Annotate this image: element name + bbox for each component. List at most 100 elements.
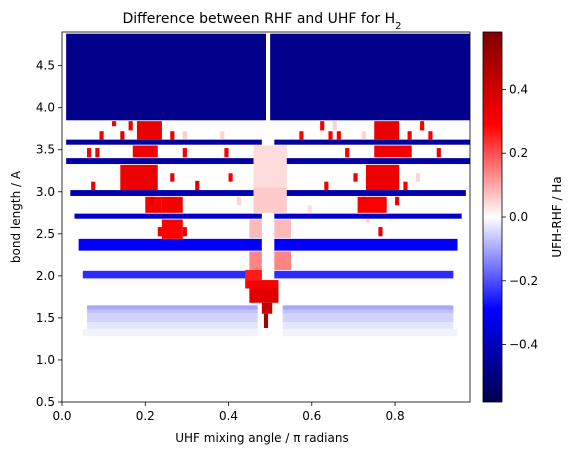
heatmap-cell	[365, 164, 400, 191]
heatmap-cell	[282, 305, 454, 310]
colorbar-tick-label: −0.4	[509, 338, 538, 352]
heatmap-cell	[407, 131, 412, 140]
heatmap-cell	[145, 196, 162, 213]
heatmap-cell	[415, 173, 421, 182]
x-tick-label: 0.0	[52, 409, 71, 423]
heatmap-cell	[161, 196, 183, 213]
heatmap-cell	[236, 196, 242, 206]
heatmap-cell	[395, 196, 400, 206]
heatmap-cell	[120, 131, 125, 140]
x-axis-title: UHF mixing angle / π radians	[175, 431, 348, 445]
heatmap-cell	[282, 328, 458, 337]
heatmap-cell	[282, 313, 454, 323]
heatmap-cell	[403, 181, 408, 191]
heatmap-cell	[74, 213, 262, 219]
heatmap-cell	[345, 148, 350, 158]
heatmap-cell	[328, 131, 333, 140]
heatmap-cell	[95, 148, 100, 158]
heatmap-cell	[99, 131, 104, 140]
heatmap-cell	[299, 131, 304, 140]
colorbar-tick-label: 0.2	[509, 146, 528, 160]
heatmap-cell	[374, 145, 412, 158]
heatmap-cell	[86, 309, 258, 314]
heatmap-cell	[365, 219, 371, 223]
heatmap-cell	[253, 187, 287, 213]
y-tick-label: 3.5	[36, 143, 55, 157]
heatmap-cell	[170, 131, 175, 140]
heatmap-cell	[282, 322, 454, 329]
heatmap-cell	[86, 305, 258, 310]
heatmap-cell	[353, 173, 358, 182]
x-tick-label: 0.2	[136, 409, 155, 423]
heatmap-cell	[332, 121, 337, 131]
heatmap-cell	[428, 131, 433, 140]
heatmap-cell	[86, 322, 258, 329]
heatmap-cell	[86, 313, 258, 323]
heatmap-cell	[78, 238, 262, 251]
heatmap-cell	[120, 164, 158, 191]
x-axis-ticks: 0.0 0.2 0.4 0.6 0.8	[52, 402, 405, 423]
heatmap-cell	[274, 270, 454, 279]
heatmap-cell	[82, 328, 258, 337]
heatmap-cell	[128, 121, 133, 131]
y-tick-label: 0.5	[36, 395, 55, 409]
x-tick-label: 0.4	[219, 409, 238, 423]
heatmap-cell	[361, 196, 366, 206]
heatmap-cell	[274, 219, 291, 239]
heatmap-cell	[66, 158, 262, 165]
colorbar-tick-label: 0.0	[509, 210, 528, 224]
heatmap-cell	[261, 302, 273, 314]
heatmap-cell	[282, 309, 454, 314]
y-tick-label: 3.0	[36, 185, 55, 199]
heatmap-cell	[274, 251, 291, 270]
heatmap-cell	[374, 121, 400, 140]
heatmap-cell	[228, 173, 233, 182]
x-tick-label: 0.6	[302, 409, 321, 423]
heatmap-cell	[182, 131, 187, 140]
y-tick-label: 4.0	[36, 101, 55, 115]
heatmap-cell	[220, 131, 225, 140]
heatmap-cell	[249, 251, 262, 270]
heatmap-cell	[132, 145, 158, 158]
chart-title: Difference between RHF and UHF for H2	[122, 11, 401, 32]
heatmap-cell	[149, 196, 154, 206]
colorbar-title: UFH-RHF / Ha	[550, 176, 564, 257]
heatmap-cell	[263, 313, 269, 328]
heatmap-cell	[182, 227, 187, 237]
colorbar	[483, 32, 502, 402]
heatmap-cell	[66, 139, 262, 145]
heatmap-cell	[245, 280, 279, 289]
y-axis-title: bond length / A	[9, 170, 23, 263]
heatmap-cell	[182, 148, 187, 158]
y-tick-label: 4.5	[36, 59, 55, 73]
y-tick-label: 2.5	[36, 227, 55, 241]
heatmap-cell	[274, 139, 470, 145]
heatmap-cell	[66, 33, 266, 121]
heatmap-cell	[170, 173, 175, 182]
heatmap-cell	[270, 33, 470, 121]
heatmap-cell	[249, 219, 262, 239]
heatmap-cell	[436, 148, 441, 158]
y-tick-label: 1.5	[36, 311, 55, 325]
heatmap-cell	[136, 121, 162, 140]
heatmap-cell	[274, 238, 458, 251]
heatmap-cell	[361, 131, 366, 140]
heatmap-cell	[91, 181, 96, 191]
y-axis-ticks: 0.5 1.0 1.5 2.0 2.5 3.0 3.5 4.0 4.5	[36, 59, 62, 409]
heatmap-cell	[274, 213, 462, 219]
heatmap-cell	[420, 121, 425, 131]
heatmap-cell	[157, 227, 162, 237]
heatmap-cell	[70, 190, 262, 196]
heatmap-cell	[82, 270, 262, 279]
heatmap-cell	[195, 180, 200, 191]
heatmap-cell	[324, 181, 329, 191]
colorbar-ticks: 0.4 0.2 0.0 −0.2 −0.4	[502, 82, 538, 352]
heatmap-cell	[161, 219, 183, 239]
heatmap-cell	[86, 148, 92, 158]
heatmap-cell	[336, 131, 341, 140]
heatmap-cells	[66, 33, 470, 337]
heatmap-cell	[274, 190, 466, 196]
heatmap-cell	[378, 227, 383, 237]
colorbar-tick-label: −0.2	[509, 274, 538, 288]
heatmap-cell	[111, 121, 117, 127]
